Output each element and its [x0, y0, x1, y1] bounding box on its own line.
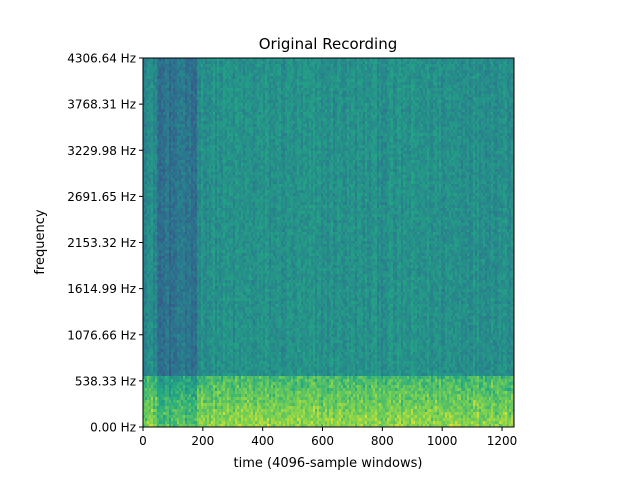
y-tick-label: 3229.98 Hz — [67, 144, 136, 158]
y-tick-label: 1614.99 Hz — [67, 282, 136, 296]
y-axis: 0.00 Hz 538.33 Hz 1076.66 Hz 1614.99 Hz 2153… — [67, 52, 143, 435]
y-tick-label: 4306.64 Hz — [67, 52, 136, 66]
x-axis-label: time (4096-sample windows) — [234, 456, 423, 471]
chart-title: Original Recording — [259, 35, 398, 53]
y-tick-label: 1076.66 Hz — [67, 328, 136, 342]
x-tick-label: 1000 — [427, 434, 458, 448]
y-tick-label: 0.00 Hz — [90, 421, 136, 435]
y-axis-label: frequency — [33, 209, 48, 275]
x-tick-label: 1200 — [487, 434, 518, 448]
x-tick-label: 0 — [139, 434, 147, 448]
x-tick-label: 400 — [251, 434, 274, 448]
y-tick-label: 2691.65 Hz — [67, 190, 136, 204]
x-tick-label: 800 — [371, 434, 394, 448]
x-tick-label: 200 — [191, 434, 214, 448]
x-tick-label: 600 — [311, 434, 334, 448]
y-tick-label: 2153.32 Hz — [67, 236, 136, 250]
y-tick-label: 538.33 Hz — [75, 374, 136, 388]
y-tick-label: 3768.31 Hz — [67, 98, 136, 112]
x-axis: 0 200 400 600 800 1000 1200 — [139, 427, 517, 448]
spectrogram-heatmap — [143, 58, 514, 427]
